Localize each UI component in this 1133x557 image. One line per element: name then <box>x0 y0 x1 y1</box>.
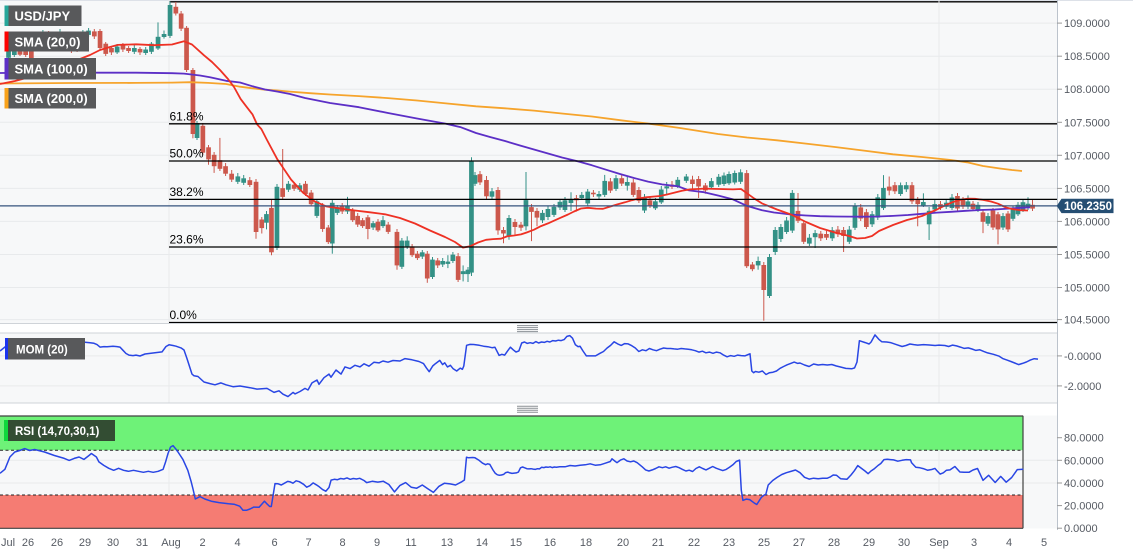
svg-text:SMA (200,0): SMA (200,0) <box>15 91 88 106</box>
svg-text:15: 15 <box>510 537 522 549</box>
svg-text:107.0000: 107.0000 <box>1064 150 1110 162</box>
svg-text:29: 29 <box>79 537 91 549</box>
svg-text:106.0000: 106.0000 <box>1064 216 1110 228</box>
svg-text:29: 29 <box>863 537 875 549</box>
svg-text:6: 6 <box>271 537 277 549</box>
svg-text:7: 7 <box>305 537 311 549</box>
svg-text:14: 14 <box>476 537 488 549</box>
svg-text:28: 28 <box>828 537 840 549</box>
svg-text:27: 27 <box>793 537 805 549</box>
svg-text:8: 8 <box>339 537 345 549</box>
svg-text:30: 30 <box>898 537 910 549</box>
svg-text:23.6%: 23.6% <box>170 233 204 247</box>
svg-text:21: 21 <box>652 537 664 549</box>
svg-text:20.0000: 20.0000 <box>1064 501 1104 513</box>
svg-text:USD/JPY: USD/JPY <box>15 9 71 24</box>
svg-text:107.5000: 107.5000 <box>1064 117 1110 129</box>
svg-text:Aug: Aug <box>161 537 181 549</box>
svg-text:31: 31 <box>136 537 148 549</box>
svg-text:23: 23 <box>723 537 735 549</box>
svg-text:4: 4 <box>234 537 240 549</box>
svg-text:4: 4 <box>1006 537 1012 549</box>
svg-text:3: 3 <box>971 537 977 549</box>
svg-text:-0.0000: -0.0000 <box>1064 351 1101 363</box>
svg-text:26: 26 <box>51 537 63 549</box>
svg-text:-2.0000: -2.0000 <box>1064 381 1101 393</box>
svg-text:61.8%: 61.8% <box>170 109 204 123</box>
svg-text:SMA (100,0): SMA (100,0) <box>15 62 88 77</box>
svg-text:20: 20 <box>617 537 629 549</box>
svg-text:80.0000: 80.0000 <box>1064 433 1104 445</box>
svg-text:11: 11 <box>405 537 416 549</box>
svg-text:108.5000: 108.5000 <box>1064 51 1110 63</box>
svg-text:9: 9 <box>374 537 380 549</box>
svg-text:109.0000: 109.0000 <box>1064 18 1110 30</box>
svg-text:18: 18 <box>580 537 592 549</box>
svg-text:104.5000: 104.5000 <box>1064 315 1110 327</box>
svg-text:26: 26 <box>22 537 34 549</box>
svg-text:108.0000: 108.0000 <box>1064 84 1110 96</box>
svg-text:106.2350: 106.2350 <box>1064 201 1112 213</box>
svg-text:0.0%: 0.0% <box>170 308 198 322</box>
svg-text:38.2%: 38.2% <box>170 185 204 199</box>
svg-text:Jul: Jul <box>1 537 15 549</box>
svg-text:16: 16 <box>544 537 556 549</box>
svg-text:105.0000: 105.0000 <box>1064 283 1110 295</box>
svg-text:22: 22 <box>688 537 700 549</box>
svg-text:2: 2 <box>199 537 205 549</box>
svg-text:Sep: Sep <box>929 537 949 549</box>
svg-text:30: 30 <box>107 537 119 549</box>
svg-text:RSI (14,70,30,1): RSI (14,70,30,1) <box>15 426 100 438</box>
svg-text:25: 25 <box>758 537 770 549</box>
svg-text:SMA (20,0): SMA (20,0) <box>15 35 81 50</box>
svg-text:0.0000: 0.0000 <box>1064 523 1098 535</box>
svg-text:5: 5 <box>1041 537 1047 549</box>
svg-text:60.0000: 60.0000 <box>1064 455 1104 467</box>
svg-text:MOM (20): MOM (20) <box>16 345 68 357</box>
svg-text:50.0%: 50.0% <box>170 147 204 161</box>
svg-text:106.5000: 106.5000 <box>1064 183 1110 195</box>
svg-text:40.0000: 40.0000 <box>1064 478 1104 490</box>
svg-text:13: 13 <box>441 537 453 549</box>
svg-text:105.5000: 105.5000 <box>1064 250 1110 262</box>
